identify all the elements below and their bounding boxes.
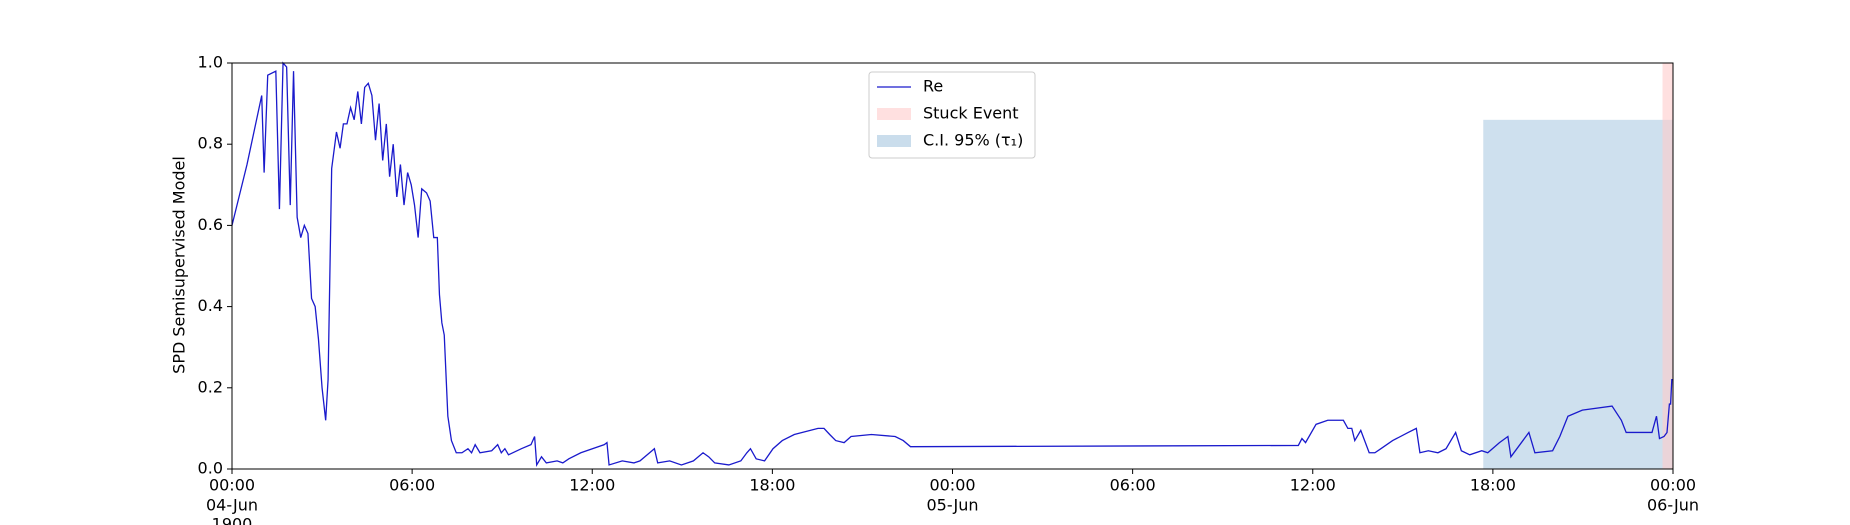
legend-label: Stuck Event: [923, 104, 1019, 123]
x-tick-label: 06:00: [1110, 476, 1156, 495]
x-tick-label: 00:00: [1650, 476, 1696, 495]
legend-label: C.I. 95% (τ₁): [923, 131, 1023, 150]
x-tick-label: 00:00: [929, 476, 975, 495]
x-tick-label: 18:00: [1470, 476, 1516, 495]
span: [1483, 119, 1673, 469]
x-tick-label: 18:00: [749, 476, 795, 495]
x-tick-date: 04-Jun: [206, 496, 258, 515]
legend-patch: [877, 108, 911, 120]
legend-label: Re: [923, 77, 943, 96]
x-tick-label: 06:00: [389, 476, 435, 495]
x-tick-date: 06-Jun: [1647, 496, 1699, 515]
y-tick-label: 1.0: [198, 53, 223, 72]
y-tick-label: 0.6: [198, 215, 223, 234]
line: [231, 61, 1673, 468]
span: [1662, 63, 1673, 469]
x-tick-year: 1900: [212, 515, 253, 525]
y-axis-label: SPD Semisupervised Model: [170, 156, 189, 374]
y-tick-label: 0.2: [198, 377, 223, 396]
x-tick-label: 12:00: [569, 476, 615, 495]
x-tick-date: 05-Jun: [926, 496, 978, 515]
x-tick-label: 00:00: [209, 476, 255, 495]
y-tick-label: 0.0: [198, 459, 223, 478]
y-tick-label: 0.4: [198, 296, 223, 315]
legend-patch: [877, 135, 911, 147]
x-tick-label: 12:00: [1290, 476, 1336, 495]
y-tick-label: 0.8: [198, 134, 223, 153]
